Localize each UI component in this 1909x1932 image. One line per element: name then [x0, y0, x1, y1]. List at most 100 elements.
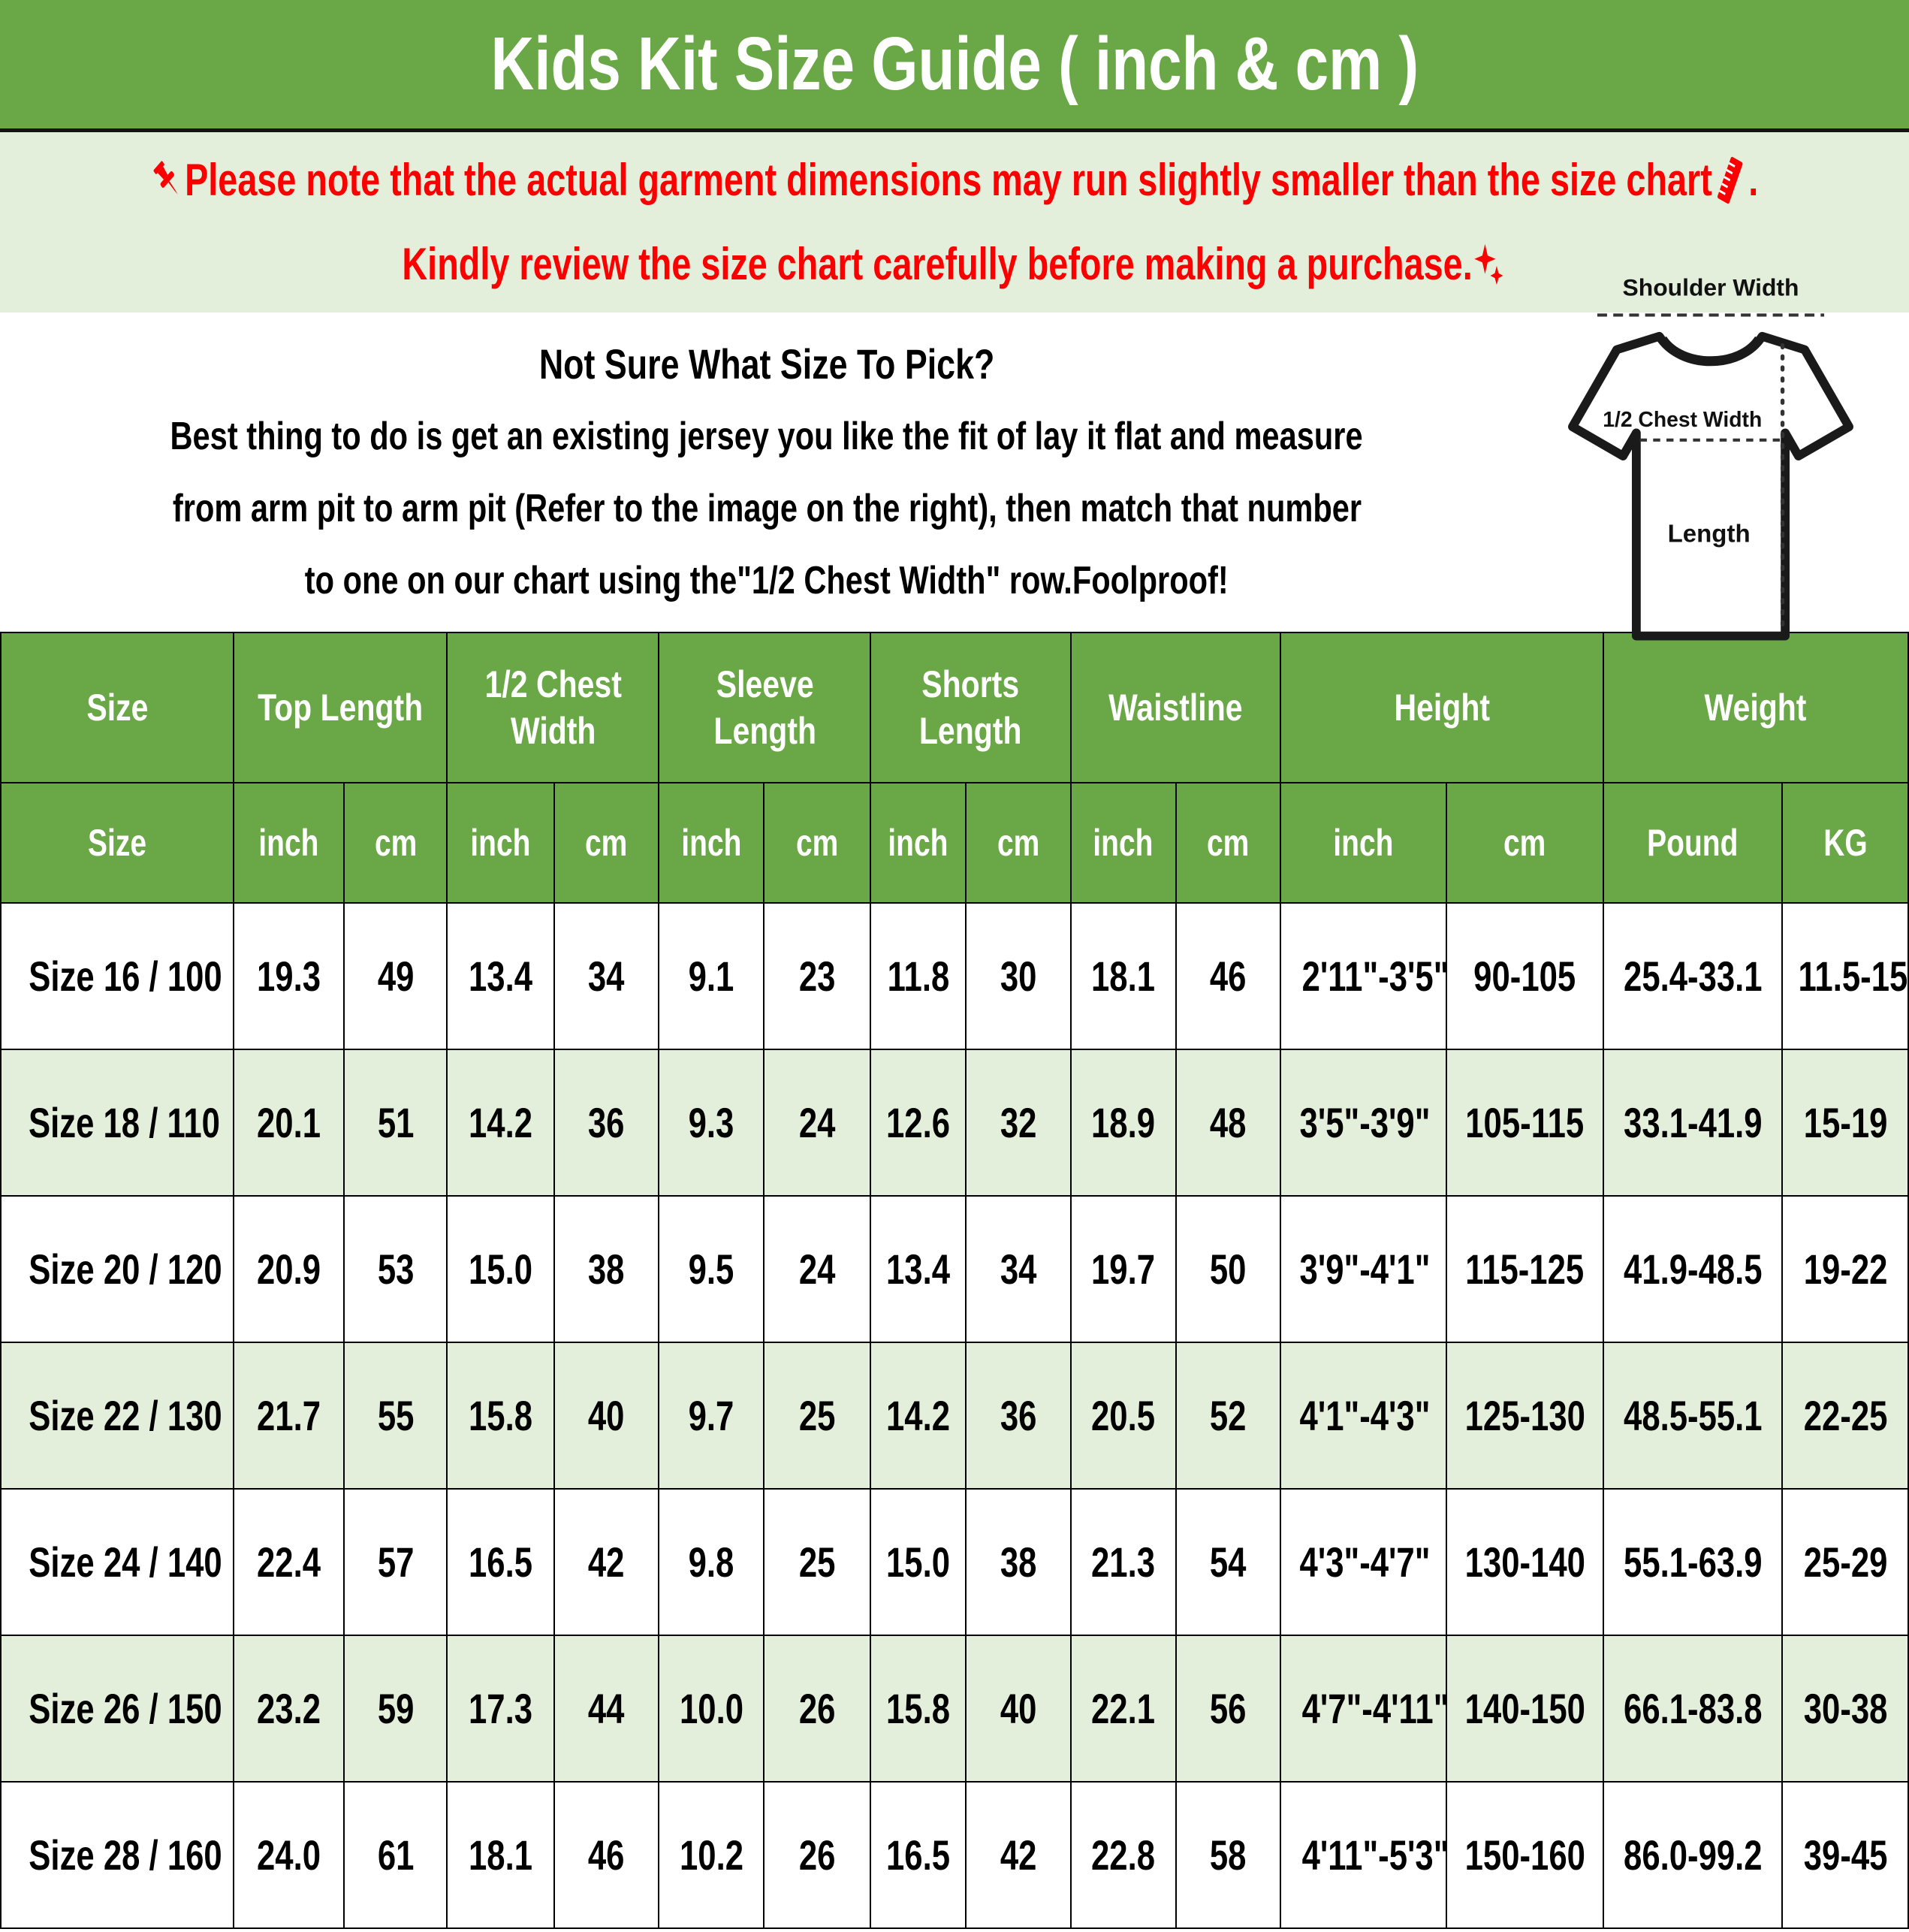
column-group-header: Height: [1280, 632, 1604, 783]
cell-text: 18.1: [468, 1831, 532, 1879]
value-cell: 42: [965, 1781, 1072, 1929]
cell-text: 59: [377, 1685, 415, 1732]
cell-text: 14.2: [468, 1099, 532, 1146]
value-cell: 130-140: [1446, 1488, 1604, 1636]
cell-text: 90-105: [1473, 952, 1576, 1000]
value-cell: 20.9: [232, 1195, 345, 1343]
unit-header-label: inch: [258, 822, 319, 864]
cell-text: 66.1-83.8: [1623, 1685, 1763, 1732]
cell-text: 4'3"-4'7": [1299, 1538, 1431, 1586]
cell-text: 23.2: [257, 1685, 321, 1732]
value-cell: 12.6: [870, 1049, 967, 1197]
unit-header: Size: [0, 782, 234, 904]
notice-text-1-suffix: .: [1748, 155, 1759, 205]
diagram-length-label: Length: [1668, 520, 1751, 548]
unit-header: inch: [1280, 782, 1448, 904]
column-group-label: Waistline: [1108, 687, 1243, 729]
cell-text: 9.5: [688, 1245, 734, 1293]
cell-text: 40: [1000, 1685, 1037, 1732]
value-cell: 26: [762, 1781, 872, 1929]
value-cell: 41.9-48.5: [1602, 1195, 1784, 1343]
value-cell: 44: [553, 1635, 660, 1783]
cell-text: 34: [588, 952, 625, 1000]
help-heading: Not Sure What Size To Pick?: [538, 340, 995, 388]
cell-text: 13.4: [468, 952, 532, 1000]
column-group-label: Top Length: [258, 687, 424, 729]
cell-text: 30-38: [1803, 1685, 1887, 1732]
unit-header-label: inch: [681, 822, 742, 864]
cell-text: 51: [377, 1099, 415, 1146]
notice-line-2: Kindly review the size chart carefully b…: [403, 222, 1507, 306]
cell-text: 19.7: [1091, 1245, 1156, 1293]
tshirt-outline: [1568, 332, 1853, 641]
value-cell: 140-150: [1446, 1635, 1604, 1783]
cell-text: 26: [798, 1831, 836, 1879]
unit-header-label: inch: [1093, 822, 1154, 864]
value-cell: 54: [1175, 1488, 1282, 1636]
cell-text: 36: [588, 1099, 625, 1146]
value-cell: 61: [343, 1781, 448, 1929]
cell-text: 22.4: [257, 1538, 321, 1586]
value-cell: 50: [1175, 1195, 1282, 1343]
value-cell: 115-125: [1446, 1195, 1604, 1343]
cell-text: 26: [798, 1685, 836, 1732]
cell-text: 13.4: [886, 1245, 951, 1293]
table-row: Size 26 / 150 23.2 59 17.3 44 10.0 26 15.8 40 22.…: [0, 1635, 1909, 1783]
value-cell: 17.3: [446, 1635, 555, 1783]
unit-header: KG: [1781, 782, 1909, 904]
value-cell: 52: [1175, 1342, 1282, 1490]
cell-text: 42: [588, 1538, 625, 1586]
cell-text: 25: [798, 1538, 836, 1586]
unit-header-label: cm: [374, 822, 417, 864]
column-group-header: Top Length: [232, 632, 448, 783]
unit-header-label: inch: [470, 822, 531, 864]
value-cell: 15.8: [870, 1635, 967, 1783]
value-cell: 51: [343, 1049, 448, 1197]
column-group-label: Sleeve Length: [713, 663, 816, 752]
pushpin-icon: [153, 161, 178, 195]
value-cell: 20.1: [232, 1049, 345, 1197]
cell-text: 9.3: [688, 1099, 734, 1146]
value-cell: 25: [762, 1488, 872, 1636]
help-line-3: to one on our chart using the"1/2 Chest …: [304, 558, 1229, 602]
column-group-header: Shorts Length: [870, 632, 1072, 783]
value-cell: 58: [1175, 1781, 1282, 1929]
value-cell: 16.5: [870, 1781, 967, 1929]
cell-text: 3'9"-4'1": [1299, 1245, 1431, 1293]
value-cell: 46: [553, 1781, 660, 1929]
unit-header-label: cm: [1503, 822, 1546, 864]
cell-text: 54: [1210, 1538, 1247, 1586]
value-cell: 15.8: [446, 1342, 555, 1490]
unit-header: cm: [965, 782, 1072, 904]
cell-text: 15.8: [468, 1392, 532, 1439]
value-cell: 2'11"-3'5": [1280, 902, 1448, 1050]
value-cell: 25.4-33.1: [1602, 902, 1784, 1050]
cell-text: 46: [1210, 952, 1247, 1000]
cell-text: 20.1: [257, 1099, 321, 1146]
value-cell: 19-22: [1781, 1195, 1909, 1343]
table-unit-header-row: Size inch cm inch cm inch cm inch cm inch cm inch cm…: [0, 782, 1909, 904]
cell-text: 36: [1000, 1392, 1037, 1439]
cell-text: 24.0: [257, 1831, 321, 1879]
value-cell: 19.3: [232, 902, 345, 1050]
cell-text: 39-45: [1803, 1831, 1887, 1879]
cell-text: 40: [588, 1392, 625, 1439]
unit-header-label: inch: [1333, 822, 1394, 864]
value-cell: 23.2: [232, 1635, 345, 1783]
cell-text: 4'1"-4'3": [1299, 1392, 1431, 1439]
cell-text: 23: [798, 952, 836, 1000]
cell-text: 25: [798, 1392, 836, 1439]
cell-text: 17.3: [468, 1685, 532, 1732]
value-cell: 48: [1175, 1049, 1282, 1197]
table-row: Size 20 / 120 20.9 53 15.0 38 9.5 24 13.4 34 19.7…: [0, 1195, 1909, 1343]
value-cell: 9.1: [658, 902, 765, 1050]
table-body: Size 16 / 100 19.3 49 13.4 34 9.1 23 11.8 30 18.1…: [0, 902, 1909, 1929]
cell-text: 58: [1210, 1831, 1247, 1879]
value-cell: 55: [343, 1342, 448, 1490]
unit-header: inch: [446, 782, 555, 904]
unit-header: cm: [1175, 782, 1282, 904]
cell-text: 15-19: [1803, 1099, 1887, 1146]
value-cell: 66.1-83.8: [1602, 1635, 1784, 1783]
cell-text: 150-160: [1464, 1831, 1585, 1879]
